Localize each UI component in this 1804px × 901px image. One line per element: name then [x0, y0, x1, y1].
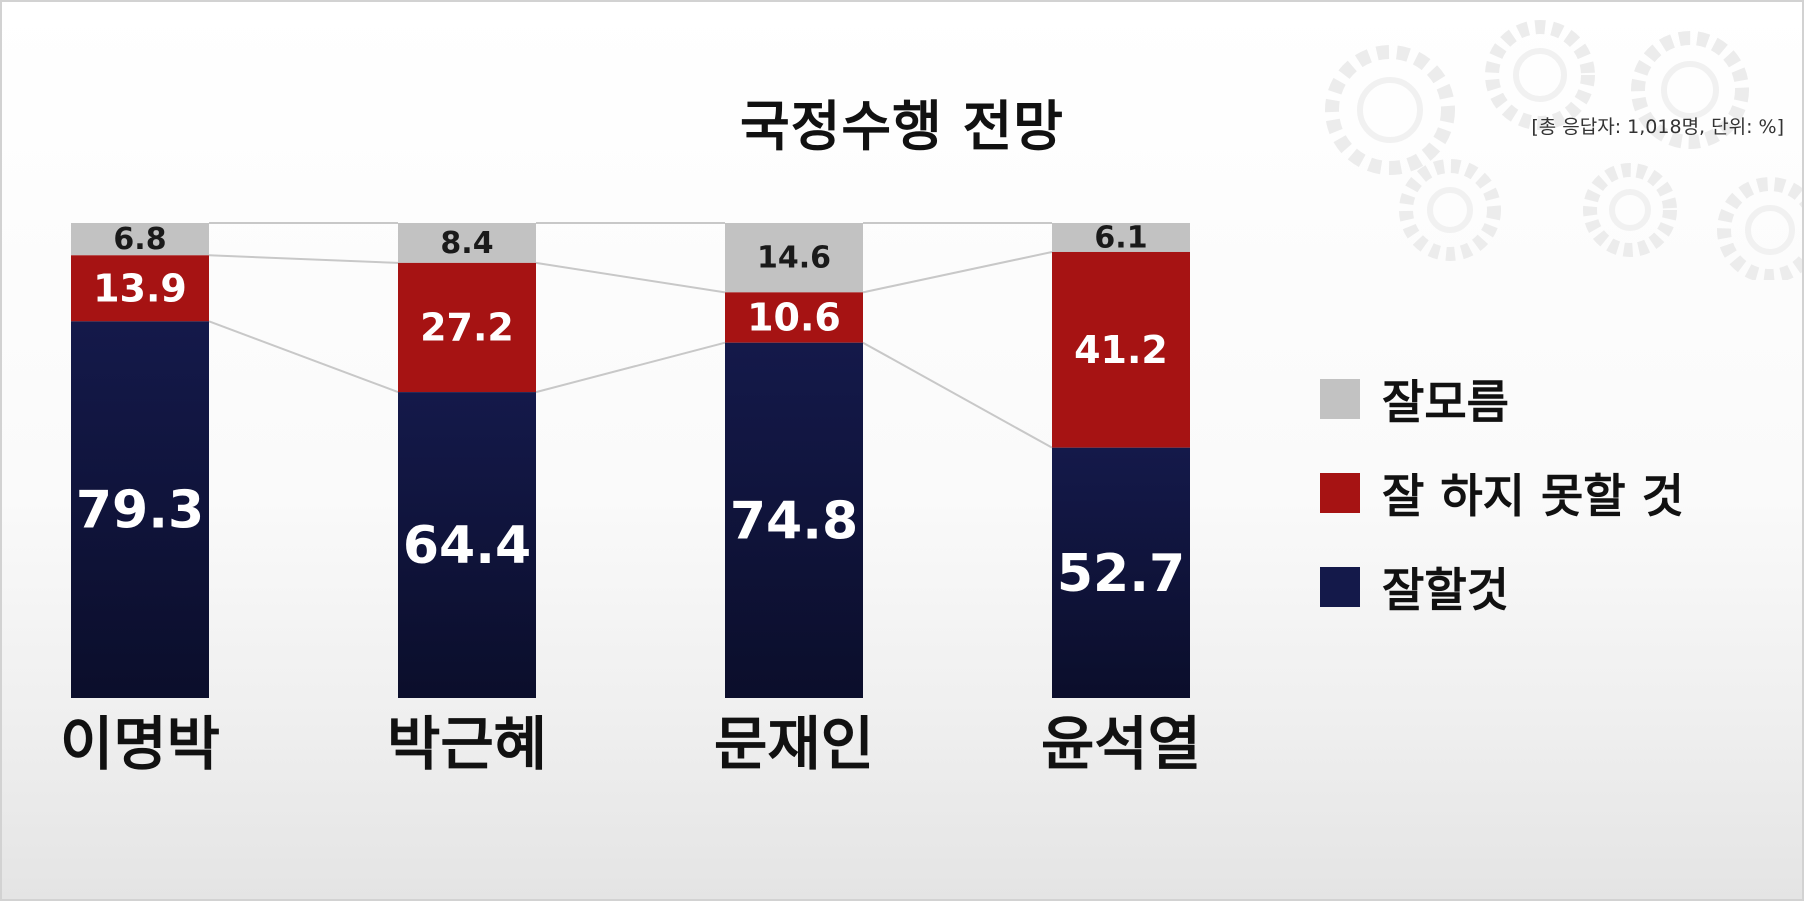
bar-segment-unknown — [725, 223, 863, 293]
bar-segment-unknown — [398, 223, 536, 263]
bar-segment-bad — [71, 255, 209, 322]
connector-line — [862, 250, 1053, 294]
data-label-good: 64.4 — [403, 516, 531, 576]
data-label-bad: 10.6 — [747, 296, 841, 340]
bar-segment-bad — [725, 292, 863, 343]
data-label-good: 74.8 — [730, 491, 858, 551]
data-label-bad: 27.2 — [420, 306, 514, 350]
data-label-unknown: 6.1 — [1094, 220, 1147, 255]
legend-label-unknown: 잘모름 — [1382, 375, 1509, 429]
category-label: 이명박 — [60, 710, 220, 778]
bar-segment-bad — [398, 262, 536, 393]
connector-line — [208, 254, 399, 264]
connector-lines — [208, 222, 1053, 449]
legend-item-unknown: 잘모름 — [1320, 352, 1684, 446]
legend-item-bad: 잘 하지 못할 것 — [1320, 446, 1684, 540]
data-label-unknown: 8.4 — [440, 226, 493, 261]
legend-swatch-unknown — [1320, 379, 1360, 419]
bar-segment-good — [398, 392, 536, 698]
connector-line — [535, 261, 726, 294]
legend-swatch-good — [1320, 567, 1360, 607]
legend: 잘모름 잘 하지 못할 것 잘할것 — [1320, 352, 1684, 634]
chart-title: 국정수행 전망 — [740, 95, 1064, 158]
gear-watermark — [1325, 20, 1804, 280]
bar-segment-unknown — [1052, 223, 1190, 252]
labels: 6.8 13.9 79.3 이명박 8.4 27.2 64.4 박근혜 14.6 10.6 74.8… — [60, 220, 1201, 778]
data-label-bad: 41.2 — [1074, 328, 1168, 372]
legend-label-bad: 잘 하지 못할 것 — [1382, 469, 1684, 523]
data-label-unknown: 6.8 — [113, 222, 166, 257]
bar-segment-good — [725, 342, 863, 698]
bar-segment-good — [1052, 447, 1190, 698]
connector-line — [862, 341, 1053, 449]
legend-swatch-bad — [1320, 473, 1360, 513]
data-label-unknown: 14.6 — [757, 241, 831, 276]
bar-segment-good — [71, 321, 209, 698]
connector-line — [208, 320, 399, 394]
bar-segment-bad — [1052, 251, 1190, 448]
category-label: 문재인 — [714, 710, 874, 778]
legend-label-good: 잘할것 — [1382, 563, 1509, 617]
data-label-good: 79.3 — [76, 481, 204, 541]
connector-line — [535, 341, 726, 394]
bar-segment-unknown — [71, 223, 209, 256]
chart-subtitle: [총 응답자: 1,018명, 단위: %] — [1531, 116, 1784, 138]
data-label-bad: 13.9 — [93, 266, 187, 310]
category-label: 박근혜 — [387, 710, 547, 778]
bars — [71, 223, 1190, 698]
category-label: 윤석열 — [1041, 710, 1201, 778]
legend-item-good: 잘할것 — [1320, 540, 1684, 634]
data-label-good: 52.7 — [1057, 544, 1185, 604]
